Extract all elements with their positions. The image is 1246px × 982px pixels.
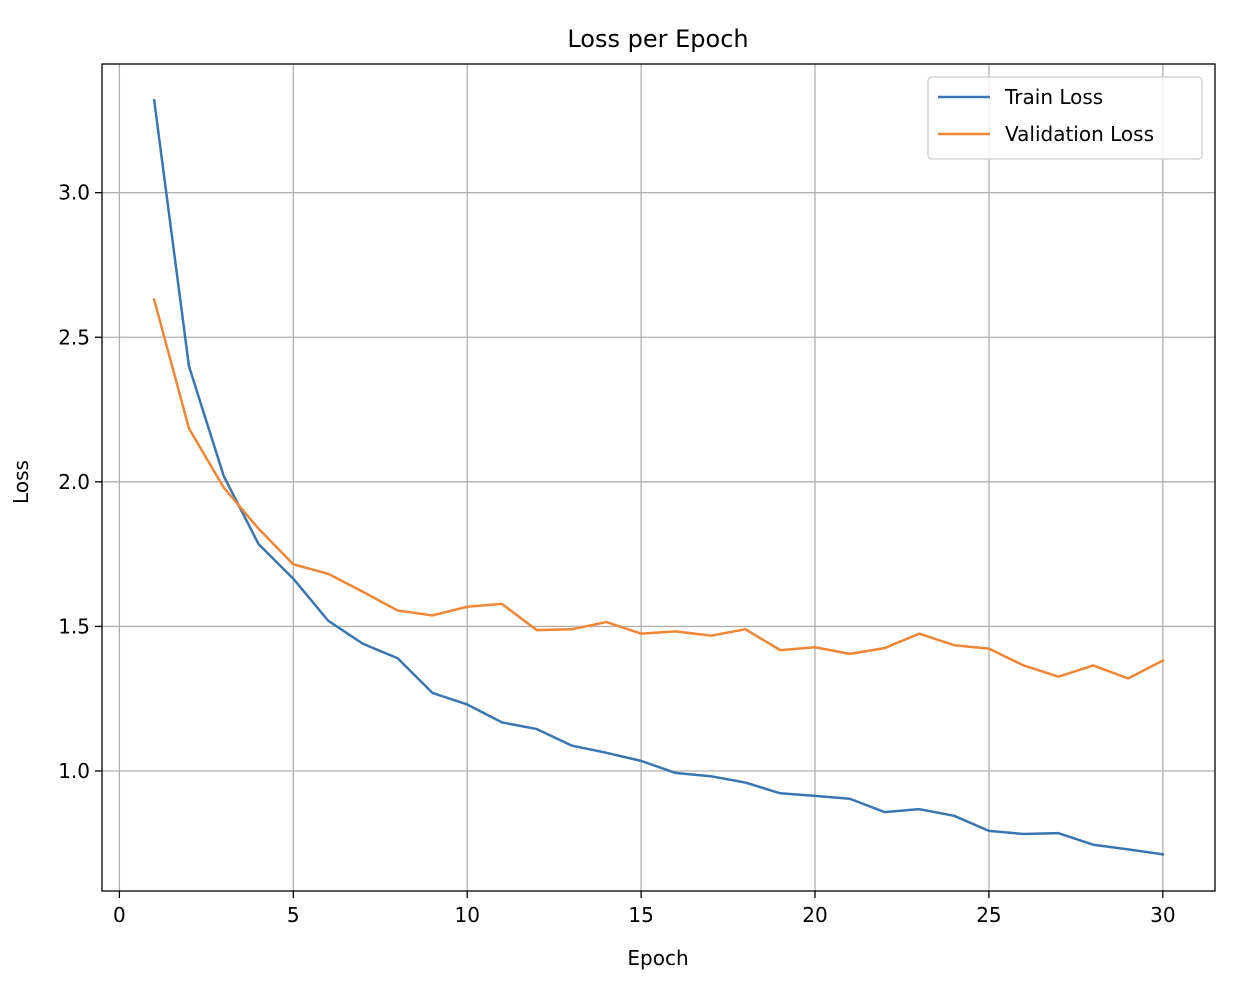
legend-label-validation-loss: Validation Loss bbox=[1005, 122, 1154, 146]
series-line-train-loss bbox=[152, 98, 1165, 856]
axis-ticks: 0 5 10 15 20 25 30 1.0 1.5 2.0 2.5 3.0 bbox=[58, 181, 1175, 927]
y-tick-label: 1.5 bbox=[58, 614, 90, 638]
x-tick-label: 5 bbox=[287, 903, 300, 927]
x-tick-label: 10 bbox=[454, 903, 479, 927]
plot-series bbox=[152, 98, 1165, 856]
y-axis-label: Loss bbox=[9, 460, 33, 504]
series-line-validation-loss bbox=[152, 298, 1165, 680]
legend-box bbox=[927, 76, 1203, 160]
chart-title: Loss per Epoch bbox=[567, 25, 748, 53]
y-tick-label: 2.0 bbox=[58, 470, 90, 494]
x-tick-label: 20 bbox=[802, 903, 827, 927]
y-tick-label: 2.5 bbox=[58, 325, 90, 349]
x-tick-label: 0 bbox=[113, 903, 126, 927]
y-tick-label: 3.0 bbox=[58, 181, 90, 205]
x-tick-label: 15 bbox=[628, 903, 653, 927]
x-tick-label: 30 bbox=[1150, 903, 1175, 927]
x-axis-label: Epoch bbox=[627, 946, 688, 970]
x-tick-label: 25 bbox=[976, 903, 1001, 927]
legend-label-train-loss: Train Loss bbox=[1004, 85, 1103, 109]
plot-frame bbox=[101, 63, 1216, 892]
y-tick-label: 1.0 bbox=[58, 759, 90, 783]
grid-lines bbox=[102, 64, 1215, 891]
legend: Train Loss Validation Loss bbox=[927, 76, 1203, 160]
